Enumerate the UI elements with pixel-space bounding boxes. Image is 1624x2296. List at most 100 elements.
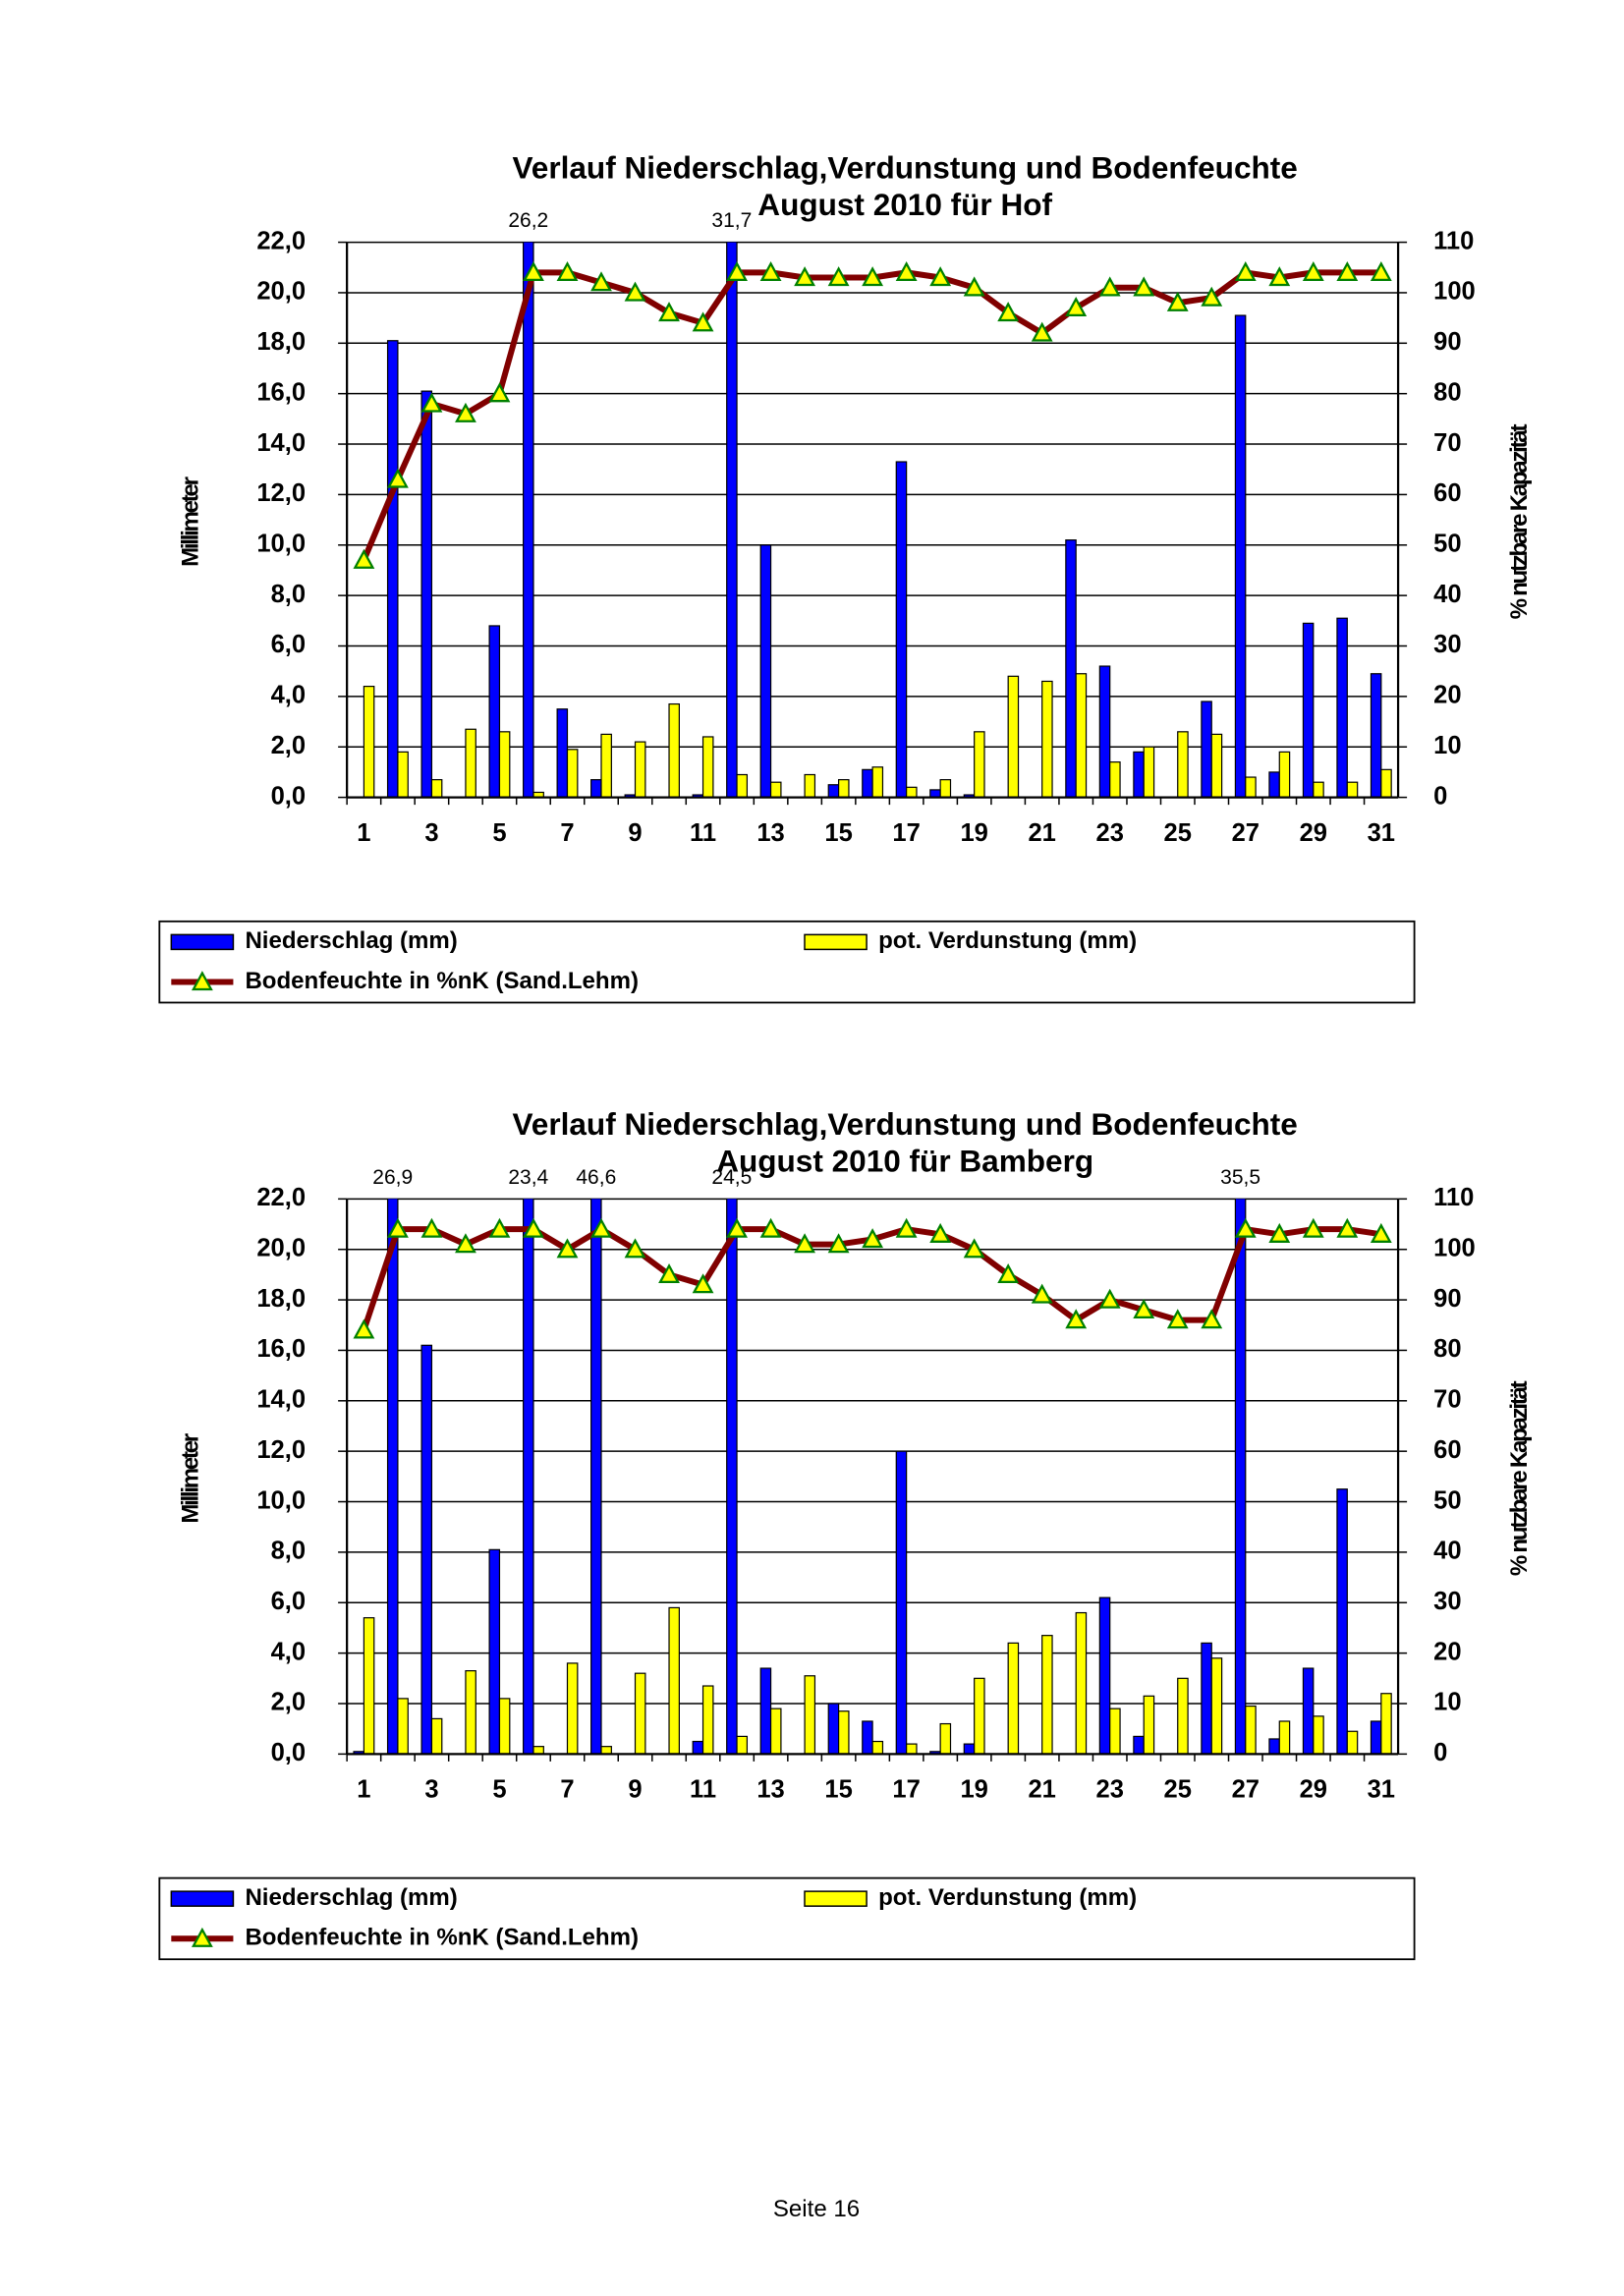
bar <box>837 779 850 798</box>
bar <box>465 728 476 798</box>
x-tick-label: 23 <box>1096 1776 1124 1804</box>
y-tick-label: 14,0 <box>256 1386 306 1414</box>
line-marker <box>997 1263 1020 1284</box>
bar <box>363 1617 375 1755</box>
line-marker <box>862 1228 884 1249</box>
bar <box>600 733 612 798</box>
legend-box <box>158 1876 1416 1961</box>
x-tick-label: 1 <box>357 1776 370 1804</box>
bar <box>566 749 579 798</box>
bar <box>1313 781 1324 798</box>
bar <box>804 773 816 798</box>
y2-tick-label: 10 <box>1433 732 1461 759</box>
line-marker <box>1065 1309 1088 1329</box>
line-marker <box>692 311 714 332</box>
bar <box>963 1743 976 1755</box>
y2-axis-title: % nutzbare Kapazität <box>1506 424 1533 620</box>
bar <box>430 1717 443 1755</box>
bar <box>420 1344 433 1755</box>
y-tick-label: 16,0 <box>256 1335 306 1363</box>
bar <box>1302 622 1315 798</box>
line-marker <box>488 1217 511 1238</box>
y2-tick-label: 70 <box>1433 1386 1461 1414</box>
bar <box>363 685 375 798</box>
bar <box>498 1698 511 1755</box>
bar <box>523 1199 534 1755</box>
x-tick-label: 19 <box>960 819 987 847</box>
y-tick-label: 22,0 <box>256 1184 306 1211</box>
bar <box>1346 781 1359 798</box>
x-tick-label: 15 <box>824 819 852 847</box>
chart-title: Verlauf Niederschlag,Verdunstung und Bod… <box>513 1106 1298 1142</box>
chart: Verlauf Niederschlag,Verdunstung und Bod… <box>158 1106 1533 1961</box>
bar <box>701 736 714 798</box>
legend-marker <box>191 971 213 991</box>
data-label: 24,5 <box>711 1166 752 1189</box>
bar <box>862 768 873 798</box>
y-axis-title: Millimeter <box>178 1433 204 1524</box>
data-label: 46,6 <box>576 1166 616 1189</box>
bar <box>736 773 749 798</box>
legend-marker <box>191 1927 213 1947</box>
line-marker <box>353 1318 375 1339</box>
bar <box>600 1746 612 1755</box>
y-tick-label: 0,0 <box>271 782 307 810</box>
line-marker <box>488 382 511 403</box>
y2-tick-label: 60 <box>1433 479 1461 507</box>
bar <box>532 1746 544 1755</box>
bar <box>634 741 646 798</box>
bar <box>837 1710 850 1755</box>
bar <box>1109 1708 1121 1755</box>
line-marker <box>523 1217 544 1238</box>
bar <box>736 1735 749 1755</box>
y-tick-label: 20,0 <box>256 278 306 306</box>
y-tick-label: 14,0 <box>256 429 306 457</box>
legend-swatch <box>804 1890 868 1907</box>
x-tick-label: 11 <box>690 819 716 847</box>
bar <box>1268 771 1280 798</box>
line-marker <box>1133 276 1155 297</box>
bar <box>1245 1705 1257 1755</box>
line-marker <box>759 261 782 282</box>
bar <box>862 1720 873 1755</box>
bar <box>668 702 680 798</box>
y2-tick-label: 20 <box>1433 682 1461 709</box>
y-tick-label: 10,0 <box>256 531 306 558</box>
y2-tick-label: 50 <box>1433 531 1461 558</box>
y2-tick-label: 10 <box>1433 1689 1461 1716</box>
bar <box>759 544 772 798</box>
line-marker <box>420 1217 443 1238</box>
x-tick-label: 31 <box>1368 1776 1395 1804</box>
bar <box>386 340 399 798</box>
bar <box>1201 1642 1212 1755</box>
x-tick-label: 25 <box>1164 819 1192 847</box>
line-marker <box>1166 1309 1189 1329</box>
line-marker <box>726 1217 748 1238</box>
x-tick-label: 7 <box>560 819 574 847</box>
bar <box>1234 314 1247 798</box>
x-tick-label: 11 <box>690 1776 716 1804</box>
bar <box>939 1722 952 1755</box>
bar <box>1370 673 1382 798</box>
y2-tick-label: 60 <box>1433 1436 1461 1464</box>
x-tick-label: 7 <box>560 1776 574 1804</box>
bar <box>1098 1596 1111 1755</box>
bar <box>397 751 409 798</box>
bar <box>1133 751 1145 798</box>
plot-area <box>363 242 1392 798</box>
bar <box>1177 1677 1189 1755</box>
bar <box>1210 733 1223 798</box>
y-tick-label: 6,0 <box>271 1588 307 1615</box>
bar <box>465 1670 476 1755</box>
line-marker <box>455 402 476 422</box>
bar <box>1075 673 1088 798</box>
line-marker <box>455 1233 476 1254</box>
y-tick-label: 12,0 <box>256 479 306 507</box>
x-tick-label: 15 <box>824 1776 852 1804</box>
bar <box>397 1698 409 1755</box>
line-marker <box>1031 321 1053 342</box>
y2-tick-label: 40 <box>1433 581 1461 608</box>
y-axis-title: Millimeter <box>178 476 204 567</box>
bar <box>1098 665 1111 798</box>
